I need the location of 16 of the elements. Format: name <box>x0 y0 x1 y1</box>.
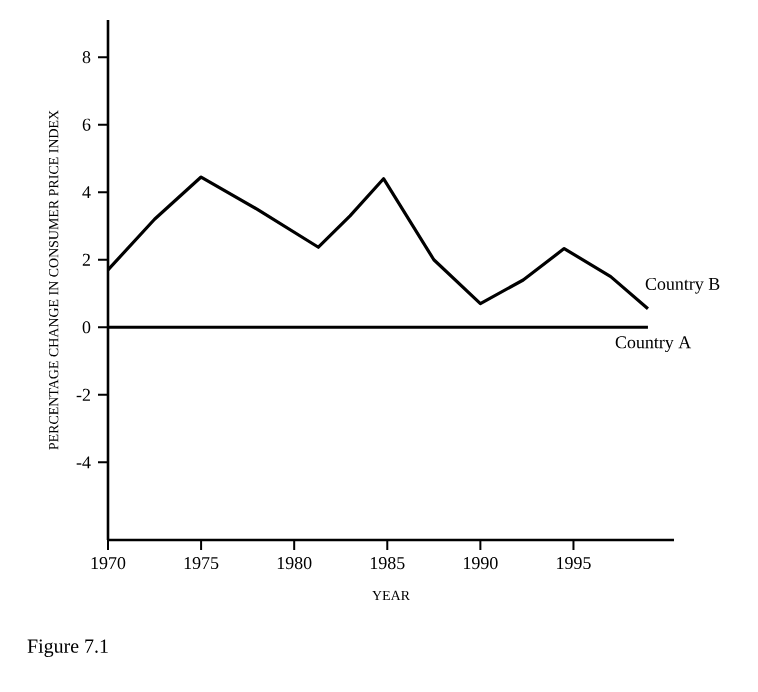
series-label: Country B <box>645 277 720 294</box>
x-tick-label: 1975 <box>184 557 219 570</box>
y-tick-label: -4 <box>76 456 91 469</box>
x-tick-label: 1995 <box>557 557 591 570</box>
y-tick-label: -2 <box>76 388 90 401</box>
x-tick-label: 1985 <box>370 557 405 570</box>
y-tick-label: 8 <box>82 51 91 64</box>
y-tick-label: 4 <box>82 186 91 199</box>
x-tick-label: 1980 <box>277 557 312 570</box>
caption: Figure 7.1 <box>27 639 108 657</box>
x-tick-label: 1990 <box>464 557 498 570</box>
y-tick-label: 2 <box>82 253 90 266</box>
y-tick-label: 0 <box>82 321 91 334</box>
x-tick-label: 1970 <box>91 557 126 570</box>
series-label: Country A <box>615 336 692 353</box>
y-tick-label: 6 <box>82 118 91 131</box>
